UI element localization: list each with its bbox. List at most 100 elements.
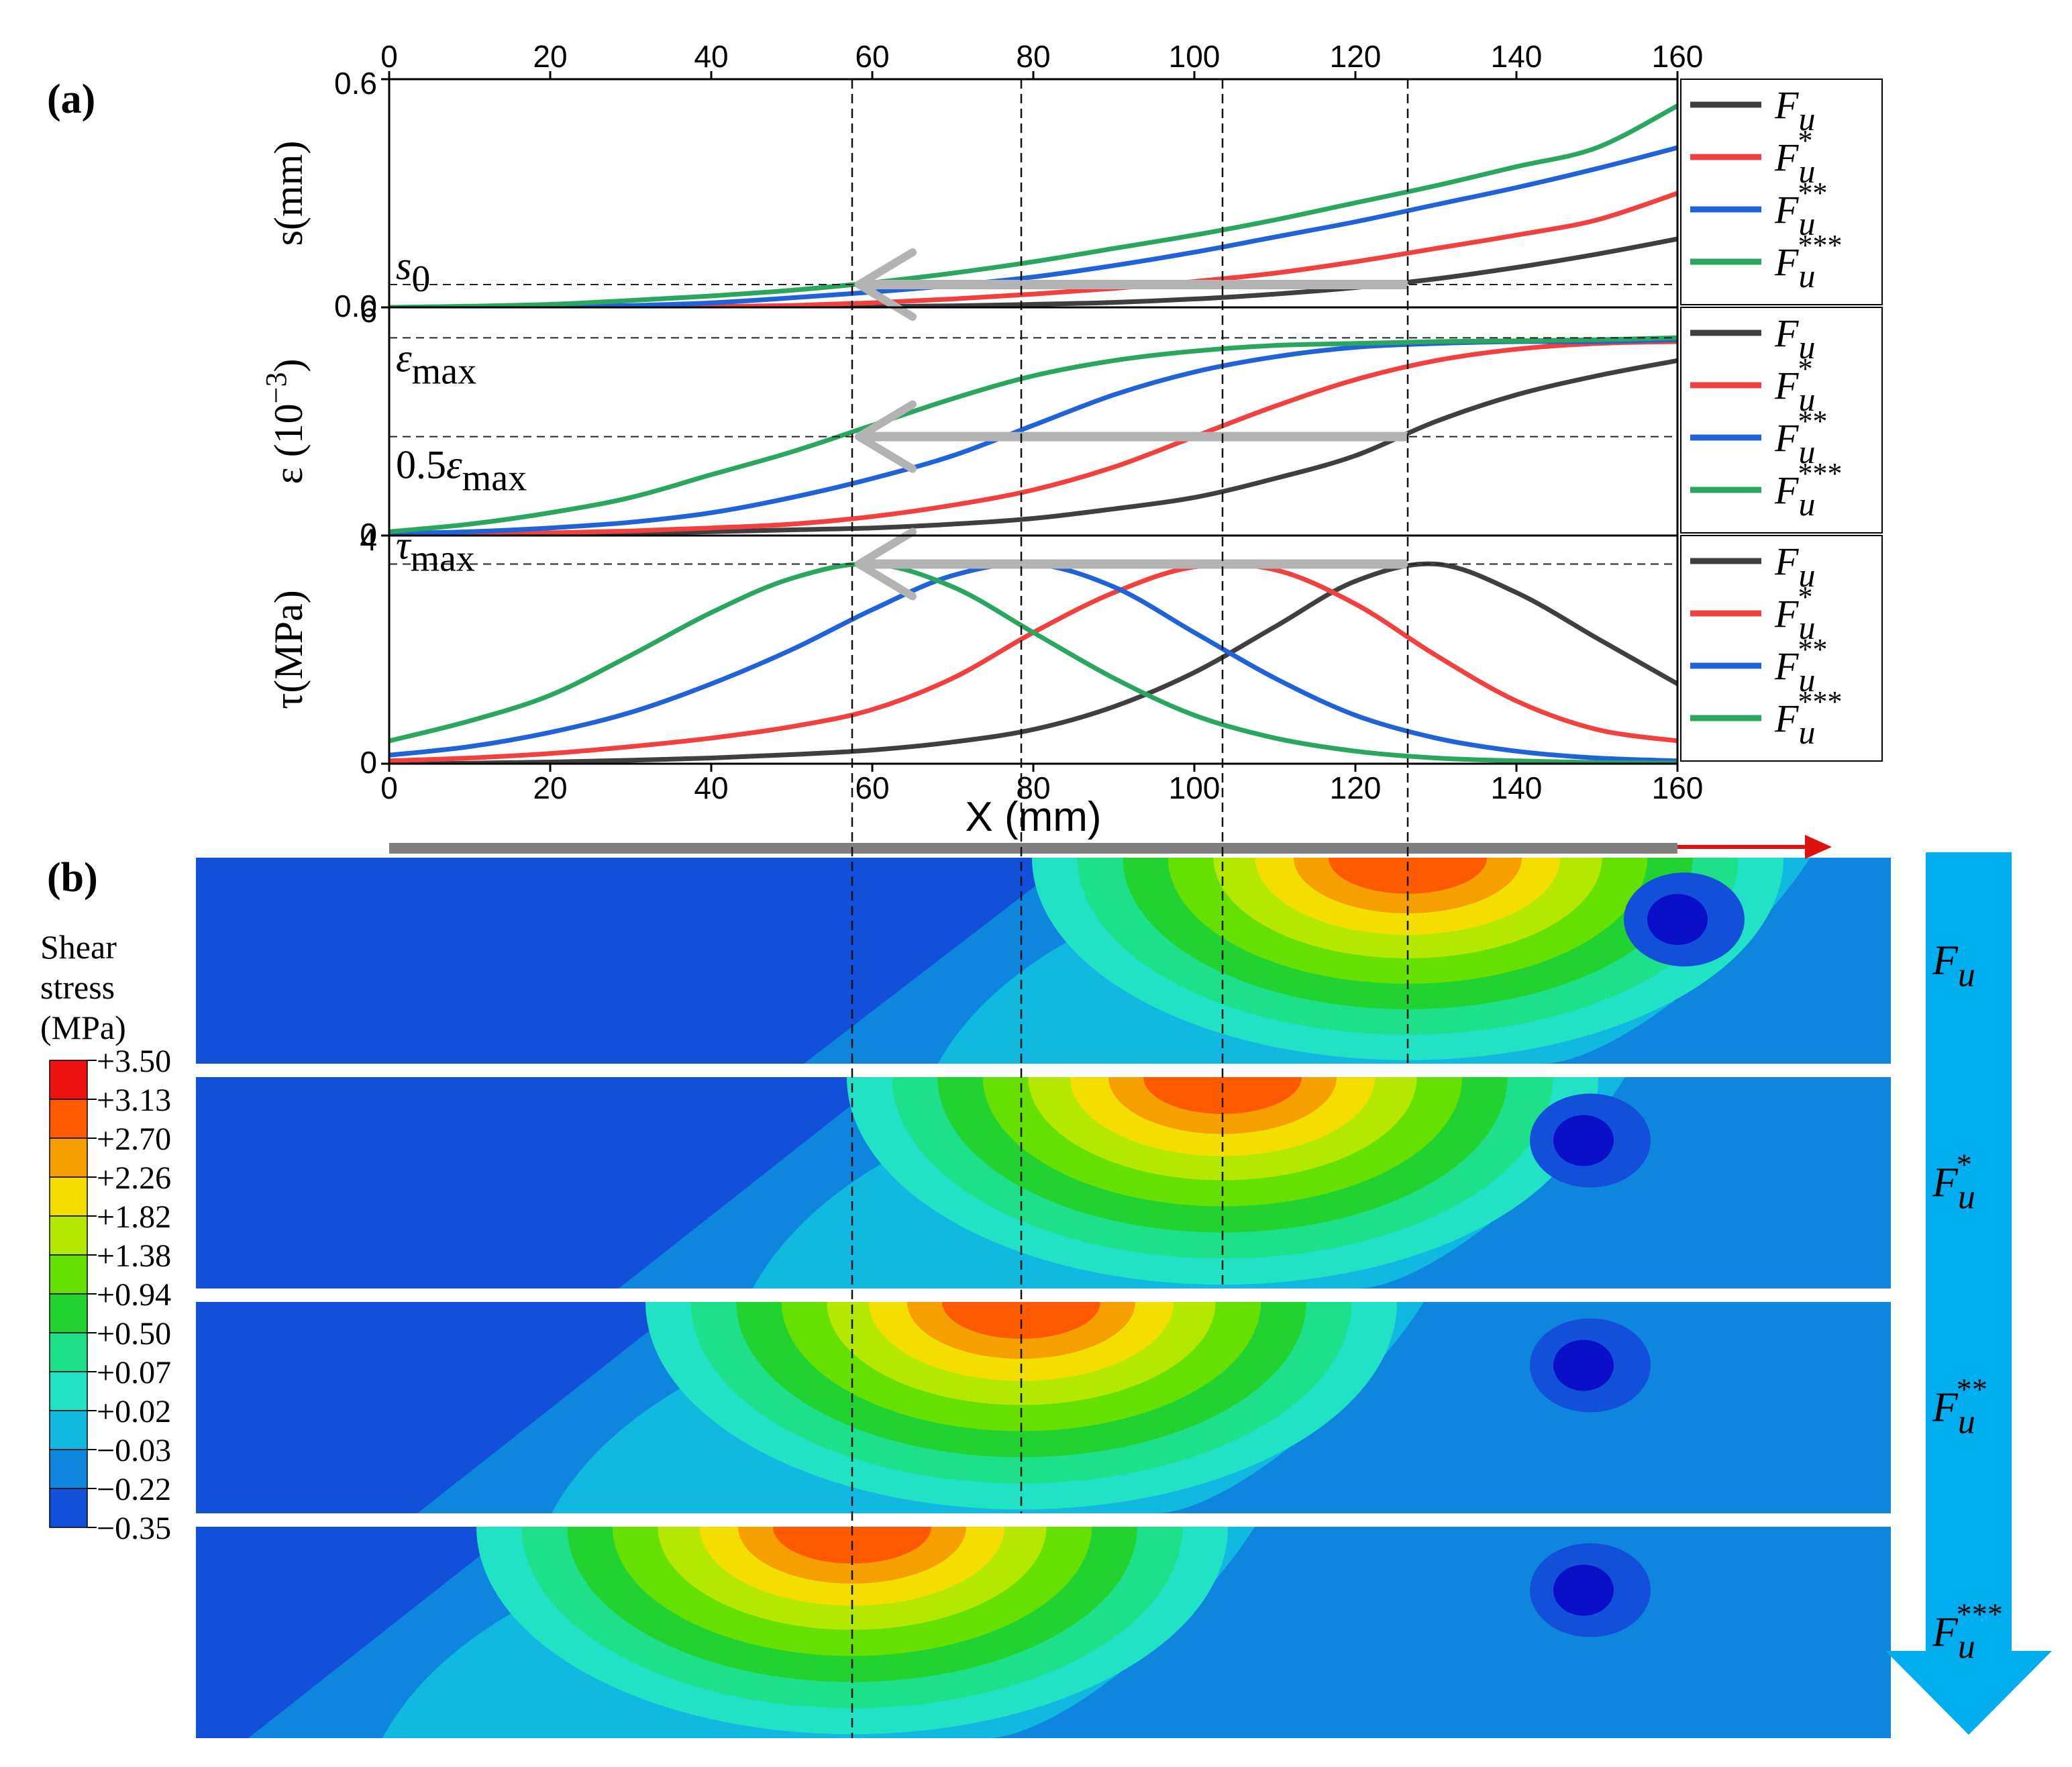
- colorbar-label-2: +2.70: [97, 1121, 171, 1157]
- strip-label-1: Fu*: [1932, 1148, 1975, 1217]
- legend-label-tau-2: Fu**: [1774, 633, 1827, 699]
- contour-maps: [196, 835, 1891, 1738]
- y-tick-label-eps-1: 6: [360, 294, 377, 329]
- contour-strip-3: [196, 1527, 1891, 1738]
- series-layer: [389, 103, 1677, 764]
- legend-label-eps-3: Fu***: [1774, 457, 1842, 523]
- strip-label-0: Fu: [1932, 938, 1975, 995]
- plot-area-s: [389, 79, 1677, 307]
- colorbar-swatch-4: [49, 1215, 88, 1256]
- series-line-s-Fuss: [389, 145, 1677, 307]
- x-tick-label-top-1: 20: [533, 39, 567, 74]
- series-line-tau-Fus: [389, 562, 1677, 764]
- ref-label-eps-0: εmax: [396, 336, 476, 392]
- y-tick-label-s-0: 0.0: [334, 289, 377, 323]
- legend-label-eps-0: Fu: [1774, 311, 1815, 366]
- colorbar-label-11: −0.22: [97, 1472, 171, 1507]
- x-tick-label-top-6: 120: [1330, 39, 1382, 74]
- x-tick-label-bottom-2: 40: [694, 770, 728, 805]
- legend-box-s: [1680, 79, 1883, 305]
- plot-area-tau: [389, 536, 1677, 764]
- legend-label-eps-2: Fu**: [1774, 405, 1827, 470]
- x-axis-title: X (mm): [965, 794, 1101, 840]
- x-tick-label-bottom-8: 160: [1652, 770, 1704, 805]
- x-tick-label-bottom-6: 120: [1330, 770, 1382, 805]
- legend-label-s-0: Fu: [1774, 83, 1815, 138]
- y-axis-title-s: s(mm): [266, 141, 311, 246]
- panel-label-a: (a): [47, 77, 95, 122]
- colorbar-label-6: +0.94: [97, 1277, 171, 1313]
- colorbar-swatch-7: [49, 1332, 88, 1372]
- legend-label-s-3: Fu***: [1774, 229, 1842, 295]
- colorbar-label-0: +3.50: [97, 1044, 171, 1079]
- colorbar-swatch-2: [49, 1138, 88, 1178]
- strip-label-3: Fu***: [1932, 1597, 2003, 1666]
- contour-band-0-7: [1329, 858, 1487, 894]
- series-line-eps-Fus: [389, 339, 1677, 536]
- guide-arrow-head-1: [855, 400, 917, 473]
- ref-label-tau-0: τmax: [396, 523, 475, 580]
- panel-label-b: (b): [47, 855, 98, 901]
- colorbar-title-line-2: (MPa): [40, 1009, 126, 1046]
- load-sequence-arrow: Fu Fu* Fu** Fu***: [1885, 852, 2052, 1735]
- colorbar-label-3: +2.26: [97, 1160, 171, 1196]
- legend-label-tau-0: Fu: [1774, 540, 1815, 594]
- colorbar-label-8: +0.07: [97, 1355, 171, 1391]
- loading-bar: [389, 843, 1677, 854]
- series-line-tau-Fusss: [389, 561, 1677, 764]
- colorbar-label-10: −0.03: [97, 1433, 171, 1468]
- strip-label-2: Fu**: [1932, 1372, 1987, 1442]
- y-axis-title-eps: ε (10−3): [260, 359, 311, 485]
- x-tick-label-top-4: 80: [1016, 39, 1050, 74]
- contour-pocket-core-3: [1553, 1564, 1614, 1616]
- y-axis-title-tau: τ(MPa): [266, 590, 311, 709]
- ref-label-eps-1: 0.5εmax: [396, 443, 527, 499]
- colorbar-label-5: +1.38: [97, 1238, 171, 1274]
- y-tick-label-eps-0: 0: [360, 517, 377, 552]
- legend-box-eps: [1680, 307, 1883, 534]
- colorbar-label-1: +3.13: [97, 1082, 171, 1118]
- x-tick-label-top-3: 60: [855, 39, 889, 74]
- colorbar: Shearstress(MPa)+3.50+3.13+2.70+2.26+1.8…: [40, 928, 171, 1546]
- x-tick-label-bottom-1: 20: [533, 770, 567, 805]
- legend-box-tau: [1680, 535, 1883, 762]
- contour-strip-fill-1: [196, 1077, 1891, 1289]
- x-tick-label-top-5: 100: [1169, 39, 1221, 74]
- y-tick-label-tau-1: 4: [360, 522, 377, 557]
- x-tick-label-bottom-7: 140: [1491, 770, 1543, 805]
- colorbar-swatch-11: [49, 1488, 88, 1528]
- contour-pocket-core-0: [1647, 894, 1708, 946]
- colorbar-swatch-6: [49, 1293, 88, 1333]
- colorbar-label-4: +1.82: [97, 1199, 171, 1235]
- dashed-guides: [851, 79, 1409, 1738]
- sequence-arrow: [1885, 852, 2052, 1735]
- colorbar-swatch-1: [49, 1099, 88, 1139]
- colorbar-swatch-3: [49, 1176, 88, 1217]
- legends: FuFu*Fu**Fu***FuFu*Fu**Fu***FuFu*Fu**Fu*…: [1680, 79, 1883, 762]
- x-tick-label-top-8: 160: [1652, 39, 1704, 74]
- series-line-eps-Fusss: [389, 335, 1677, 534]
- legend-label-s-1: Fu*: [1774, 124, 1815, 190]
- colorbar-swatch-5: [49, 1254, 88, 1295]
- guide-arrows: [855, 248, 1408, 601]
- x-tick-label-bottom-0: 0: [380, 770, 398, 805]
- legend-label-eps-1: Fu*: [1774, 352, 1815, 418]
- y-tick-label-tau-0: 0: [360, 745, 377, 780]
- y-tick-label-s-1: 0.6: [334, 66, 377, 101]
- x-tick-label-top-7: 140: [1491, 39, 1543, 74]
- x-tick-label-bottom-3: 60: [855, 770, 889, 805]
- contour-strip-fill-3: [196, 1527, 1891, 1738]
- axes: 0.00.6s(mm)06ε (10−3)04τ(MPa)0 20 40 60 80 10…: [260, 39, 1703, 805]
- colorbar-label-7: +0.50: [97, 1316, 171, 1352]
- colorbar-swatch-0: [49, 1060, 88, 1100]
- legend-label-tau-1: Fu*: [1774, 580, 1815, 646]
- series-line-s-Fu: [389, 236, 1677, 307]
- contour-band-1-7: [1143, 1077, 1302, 1114]
- series-line-s-Fus: [389, 191, 1677, 307]
- guide-arrow-head-0: [855, 248, 917, 321]
- colorbar-swatch-9: [49, 1410, 88, 1450]
- contour-pocket-core-1: [1553, 1115, 1614, 1166]
- contour-strip-2: [196, 1302, 1891, 1513]
- x-tick-label-bottom-5: 100: [1169, 770, 1221, 805]
